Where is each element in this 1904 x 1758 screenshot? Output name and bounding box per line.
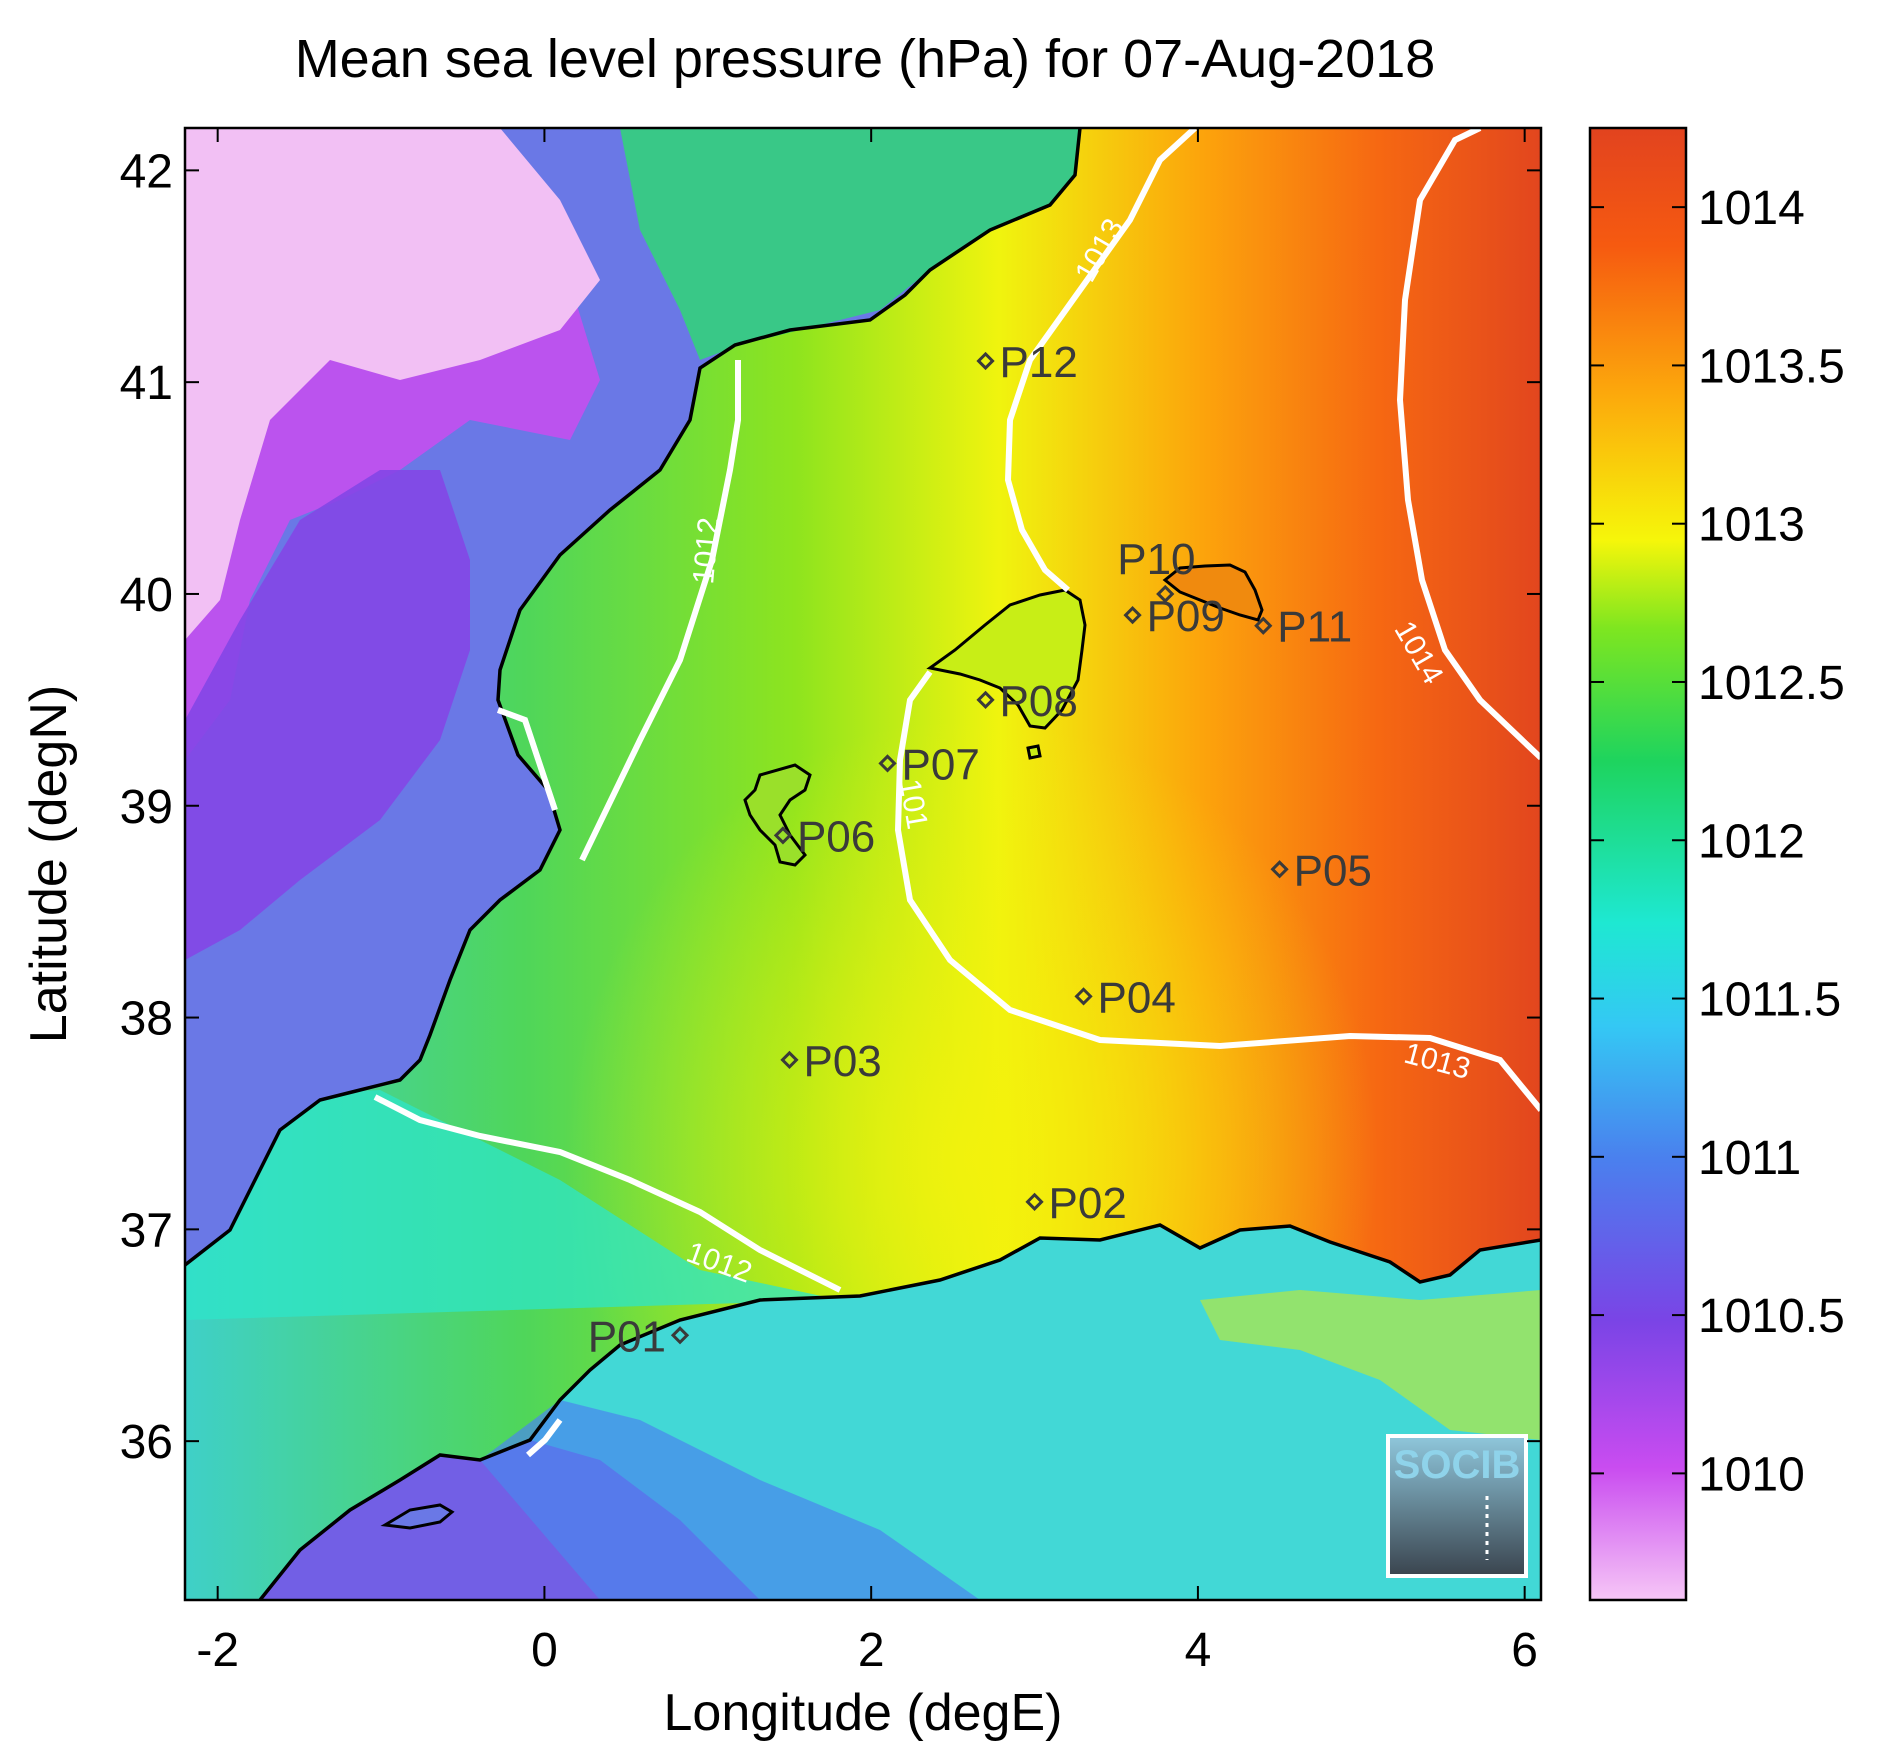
contour-1013-south bbox=[894, 670, 1541, 1112]
station-label: P09 bbox=[1147, 592, 1225, 641]
station-marker bbox=[773, 826, 793, 845]
station-marker bbox=[670, 1326, 690, 1345]
contour-1012-north bbox=[579, 360, 741, 862]
y-tick-label: 39 bbox=[120, 781, 173, 834]
catalonia-coastal-band bbox=[620, 128, 1080, 360]
station-label: P07 bbox=[902, 740, 980, 789]
station-label: P11 bbox=[1277, 603, 1352, 652]
station-label: P05 bbox=[1294, 846, 1372, 895]
station-label: P10 bbox=[1117, 535, 1195, 584]
station-marker bbox=[1270, 860, 1289, 879]
contour-1012-south bbox=[373, 1094, 842, 1293]
iberia-pink-zone bbox=[185, 128, 600, 640]
station-label: P12 bbox=[1000, 338, 1078, 387]
x-axis-label: Longitude (degE) bbox=[664, 1684, 1063, 1742]
contour-1012-west-coast bbox=[496, 707, 558, 811]
chart-title: Mean sea level pressure (hPa) for 07-Aug… bbox=[295, 29, 1436, 89]
colorbar-tick-label: 1010.5 bbox=[1698, 1290, 1845, 1343]
station-p12: P12 bbox=[976, 338, 1078, 387]
iberia-purple-zone bbox=[185, 470, 470, 960]
station-p02: P02 bbox=[1025, 1179, 1127, 1228]
alboran-island bbox=[380, 1503, 455, 1530]
station-marker bbox=[1074, 987, 1093, 1006]
southern-sea-zone bbox=[185, 1090, 840, 1320]
colorbar-tick-label: 1011.5 bbox=[1698, 974, 1841, 1027]
station-p09: P09 bbox=[1123, 592, 1225, 641]
mallorca-island bbox=[926, 588, 1087, 730]
x-tick-label: 0 bbox=[531, 1624, 558, 1677]
station-marker bbox=[1156, 584, 1175, 604]
x-tick-label: -2 bbox=[196, 1624, 239, 1677]
y-tick-label: 40 bbox=[120, 569, 173, 622]
y-tick-label: 41 bbox=[120, 357, 173, 410]
colorbar-tick-label: 1013.5 bbox=[1698, 340, 1845, 393]
station-label: P02 bbox=[1049, 1179, 1127, 1228]
africa-yellow-patches bbox=[1200, 1290, 1541, 1440]
contour-label: 1012 bbox=[687, 516, 726, 585]
y-tick-label: 38 bbox=[120, 993, 173, 1046]
station-layer: P01 P02 P03 P04 P05 P06 P07 P08 P09 P10 P11 P12 bbox=[588, 338, 1372, 1361]
socib-logo-box bbox=[1386, 1434, 1528, 1578]
x-axis: -2 0 2 4 6 bbox=[196, 128, 1538, 1677]
station-p11: P11 bbox=[1254, 603, 1352, 652]
contour-lines bbox=[373, 128, 1541, 1458]
colorbar-gradient bbox=[1588, 126, 1688, 1602]
plot-frame bbox=[183, 126, 1543, 1602]
station-marker bbox=[976, 351, 995, 371]
colorbar-tick-label: 1014 bbox=[1698, 182, 1805, 235]
station-marker bbox=[976, 690, 995, 709]
station-label: P03 bbox=[803, 1037, 881, 1086]
colorbar-tick-label: 1010 bbox=[1698, 1448, 1805, 1501]
ibiza-island bbox=[743, 763, 812, 867]
x-tick-label: 2 bbox=[858, 1624, 885, 1677]
colorbar-ticks: 1010 1010.5 1011 1011.5 1012 1012.5 1013 1013.5… bbox=[1590, 182, 1845, 1501]
iberia-coastline bbox=[185, 128, 1082, 1267]
station-marker bbox=[1254, 616, 1273, 635]
station-p06: P06 bbox=[773, 812, 875, 861]
station-label: P06 bbox=[797, 812, 875, 861]
socib-logo: SOCIB bbox=[1386, 1434, 1528, 1578]
station-p10: P10 bbox=[1117, 535, 1196, 604]
africa-blue-zone bbox=[480, 1400, 980, 1600]
colorbar: 1010 1010.5 1011 1011.5 1012 1012.5 1013 1013.5… bbox=[1588, 126, 1845, 1602]
station-marker bbox=[878, 754, 897, 773]
contour-1013-main bbox=[1004, 128, 1198, 593]
station-p05: P05 bbox=[1270, 846, 1372, 895]
colorbar-tick-label: 1013 bbox=[1698, 499, 1805, 552]
station-marker bbox=[1123, 606, 1142, 625]
contour-1012-africa bbox=[526, 1418, 563, 1458]
station-p08: P08 bbox=[976, 677, 1078, 726]
y-tick-label: 37 bbox=[120, 1204, 173, 1257]
station-label: P08 bbox=[1000, 677, 1078, 726]
contour-1014 bbox=[1396, 128, 1541, 761]
colorbar-tick-label: 1012.5 bbox=[1698, 657, 1845, 710]
y-tick-label: 36 bbox=[120, 1416, 173, 1469]
x-tick-label: 4 bbox=[1185, 1624, 1212, 1677]
station-p01: P01 bbox=[588, 1312, 690, 1361]
station-p03: P03 bbox=[780, 1037, 882, 1086]
station-marker bbox=[780, 1050, 799, 1070]
y-axis: 36 37 38 39 40 41 42 bbox=[120, 145, 1541, 1469]
colorbar-tick-label: 1011 bbox=[1698, 1132, 1801, 1185]
y-tick-label: 42 bbox=[120, 145, 173, 198]
station-marker bbox=[1025, 1192, 1044, 1211]
cabrera-island bbox=[1026, 744, 1042, 760]
menorca-island bbox=[1162, 563, 1264, 622]
colorbar-tick-label: 1012 bbox=[1698, 815, 1805, 868]
station-label: P04 bbox=[1098, 973, 1176, 1022]
x-tick-label: 6 bbox=[1511, 1624, 1538, 1677]
station-p07: P07 bbox=[878, 740, 980, 789]
socib-logo-text: SOCIB bbox=[1394, 1443, 1521, 1487]
y-axis-label: Latitude (degN) bbox=[20, 685, 78, 1043]
station-label: P01 bbox=[588, 1312, 666, 1361]
africa-coastline bbox=[258, 1223, 1541, 1600]
station-p04: P04 bbox=[1074, 973, 1176, 1022]
